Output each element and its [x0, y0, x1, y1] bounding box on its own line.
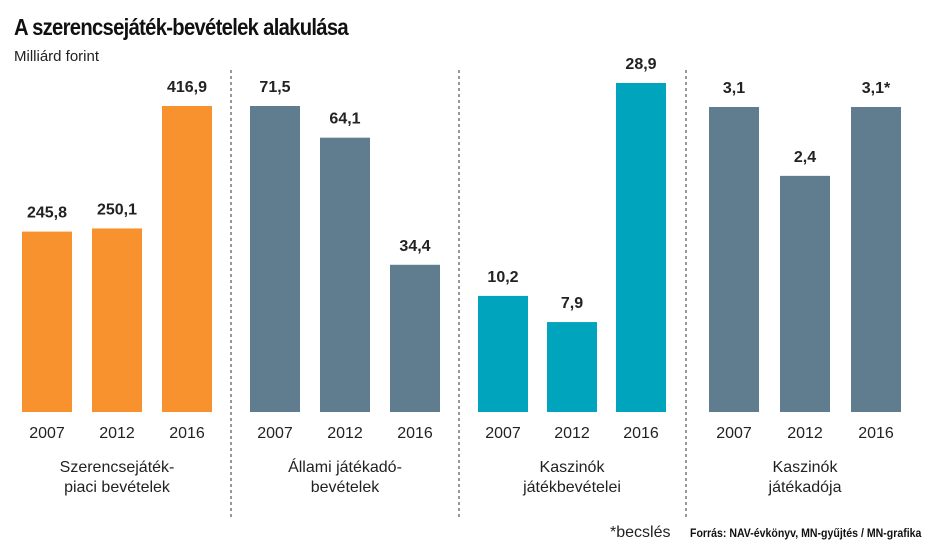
bar	[851, 107, 901, 412]
x-tick-label: 2007	[716, 425, 752, 442]
bar	[162, 106, 212, 412]
x-tick-label: 2016	[623, 425, 659, 442]
x-tick-label: 2012	[327, 425, 363, 442]
panel-label: játékbevételei	[522, 479, 621, 496]
bar	[709, 107, 759, 412]
bar	[780, 175, 830, 412]
panel-label: Kaszinók	[540, 459, 606, 476]
x-tick-label: 2007	[29, 425, 65, 442]
bar	[22, 231, 72, 412]
x-tick-label: 2012	[99, 425, 135, 442]
data-label: 250,1	[97, 201, 137, 218]
chart-title: A szerencsejáték-bevételek alakulása	[14, 14, 349, 40]
x-tick-label: 2016	[858, 425, 894, 442]
bar	[92, 228, 142, 412]
data-label: 71,5	[259, 79, 290, 96]
data-label: 34,4	[399, 238, 430, 255]
bar	[547, 322, 597, 412]
data-label: 64,1	[329, 111, 360, 128]
panel-label: játékadója	[768, 479, 842, 496]
x-tick-label: 2012	[787, 425, 823, 442]
data-label: 28,9	[625, 56, 656, 73]
data-label: 2,4	[794, 149, 816, 166]
x-tick-label: 2007	[485, 425, 521, 442]
x-tick-label: 2016	[397, 425, 433, 442]
data-label: 7,9	[561, 295, 583, 312]
panel-label: Kaszinók	[773, 459, 839, 476]
chart-subtitle: Milliárd forint	[14, 48, 100, 65]
panel-label: Állami játékadó-	[288, 457, 402, 476]
data-label: 416,9	[167, 79, 207, 96]
panel-label: piaci bevételek	[64, 479, 171, 496]
source-note: Forrás: NAV-évkönyv, MN-gyűjtés / MN-gra…	[690, 526, 922, 540]
bar	[616, 83, 666, 412]
estimate-note: *becslés	[610, 524, 671, 541]
panel-label: bevételek	[311, 479, 380, 496]
data-label: 3,1	[723, 80, 745, 97]
data-label: 3,1*	[862, 80, 891, 97]
x-tick-label: 2012	[554, 425, 590, 442]
bar	[478, 295, 528, 412]
bar	[250, 106, 300, 412]
x-tick-label: 2007	[257, 425, 293, 442]
data-label: 245,8	[27, 205, 67, 222]
panel-label: Szerencsejáték-	[60, 459, 175, 476]
bar	[320, 137, 370, 413]
bar	[390, 264, 440, 412]
x-tick-label: 2016	[169, 425, 205, 442]
data-label: 10,2	[487, 269, 518, 286]
